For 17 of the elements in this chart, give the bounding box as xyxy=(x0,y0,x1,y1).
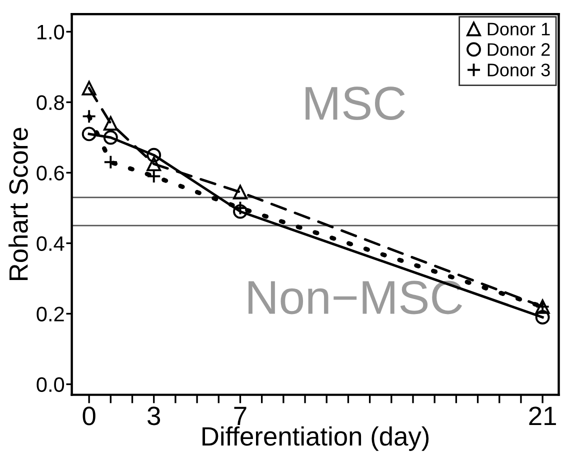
legend-label: Donor 3 xyxy=(488,64,550,76)
x-tick-label: 0 xyxy=(82,406,96,426)
x-tick-label: 21 xyxy=(529,406,556,426)
y-tick-label: 0.6 xyxy=(36,166,64,180)
legend-label: Donor 2 xyxy=(488,43,550,56)
y-tick-label: 0.8 xyxy=(36,95,64,110)
x-tick-label: 7 xyxy=(234,406,246,426)
y-tick-label: 0.2 xyxy=(36,306,64,322)
x-axis-title: Differentiation (day) xyxy=(202,426,429,451)
legend-label: Donor 1 xyxy=(488,22,550,36)
annotation: Non−MSC xyxy=(248,280,462,314)
annotation: MSC xyxy=(306,86,405,120)
y-tick-label: 1.0 xyxy=(37,24,64,40)
y-tick-label: 0.4 xyxy=(36,236,64,251)
y-tick-label: 0.0 xyxy=(36,377,64,392)
y-axis-title: Rohart Score xyxy=(8,128,28,280)
x-tick-label: 3 xyxy=(148,406,160,426)
